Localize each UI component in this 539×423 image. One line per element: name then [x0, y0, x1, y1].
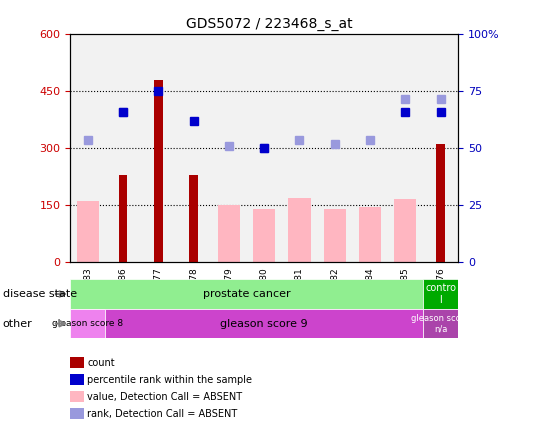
- Text: percentile rank within the sample: percentile rank within the sample: [87, 375, 252, 385]
- FancyBboxPatch shape: [423, 279, 458, 309]
- Bar: [176, 34, 211, 262]
- Bar: [359, 207, 381, 262]
- Bar: [317, 34, 353, 262]
- Bar: [253, 209, 275, 262]
- Bar: [77, 201, 99, 262]
- Bar: [423, 34, 458, 262]
- FancyBboxPatch shape: [70, 309, 105, 338]
- Bar: [394, 200, 416, 262]
- FancyBboxPatch shape: [70, 279, 423, 309]
- Bar: [154, 80, 163, 262]
- Text: value, Detection Call = ABSENT: value, Detection Call = ABSENT: [87, 392, 243, 402]
- Text: disease state: disease state: [3, 289, 77, 299]
- Bar: [246, 34, 282, 262]
- Bar: [288, 198, 310, 262]
- Bar: [323, 209, 346, 262]
- Bar: [218, 205, 240, 262]
- Text: count: count: [87, 358, 115, 368]
- Bar: [282, 34, 317, 262]
- Text: contro
l: contro l: [425, 283, 456, 305]
- Bar: [119, 175, 127, 262]
- Text: prostate cancer: prostate cancer: [203, 289, 291, 299]
- Bar: [189, 175, 198, 262]
- Bar: [353, 34, 388, 262]
- Bar: [105, 34, 141, 262]
- Text: rank, Detection Call = ABSENT: rank, Detection Call = ABSENT: [87, 409, 238, 419]
- Text: GDS5072 / 223468_s_at: GDS5072 / 223468_s_at: [186, 17, 353, 31]
- Text: other: other: [3, 319, 32, 329]
- Bar: [436, 144, 445, 262]
- Bar: [211, 34, 246, 262]
- Bar: [388, 34, 423, 262]
- Bar: [141, 34, 176, 262]
- FancyBboxPatch shape: [105, 309, 423, 338]
- Bar: [70, 34, 105, 262]
- FancyBboxPatch shape: [423, 309, 458, 338]
- Text: gleason score 8: gleason score 8: [52, 319, 123, 328]
- Text: gleason score 9: gleason score 9: [220, 319, 308, 329]
- Text: gleason score
n/a: gleason score n/a: [411, 314, 469, 333]
